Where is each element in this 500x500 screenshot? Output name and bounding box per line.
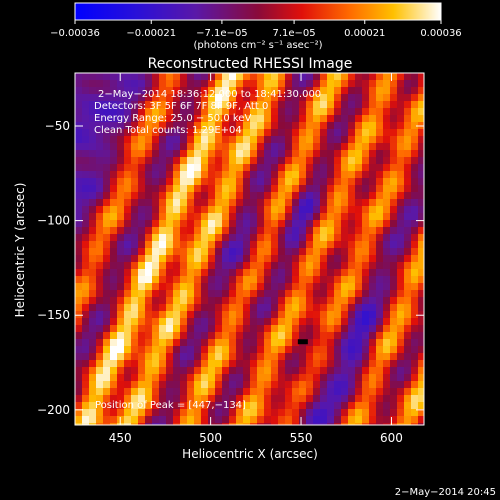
colorbar-tick-label-2: −7.1e−05 [196,28,248,39]
annotation-line-1: Detectors: 3F 5F 6F 7F 8F 9F, Att 0 [94,101,268,112]
plot-frame [74,72,425,426]
heatmap-image [75,73,424,425]
x-tick-label-0: 450 [109,431,132,445]
colorbar-tick-label-4: 0.00021 [344,28,385,39]
colorbar-units-label: (photons cm⁻² s⁻¹ asec⁻²) [193,40,322,51]
x-tick-label-1: 500 [199,431,222,445]
peak-position-label: Position of Peak = [447,−134] [95,400,246,411]
annotation-line-2: Energy Range: 25.0 − 50.0 keV [94,113,251,124]
min-marker [297,339,308,345]
axis-ticks: 450 500 550 600 −50 −100 −150 −200 [37,73,424,445]
colorbar-tick-label-0: −0.00036 [50,28,100,39]
colorbar [74,2,442,21]
x-tick-label-2: 550 [290,431,313,445]
y-tick-label-0: −50 [45,119,70,133]
annotation-line-0: 2−May−2014 18:36:12.000 to 18:41:30.000 [98,89,321,100]
x-tick-label-3: 600 [380,431,403,445]
y-tick-label-2: −150 [37,308,70,322]
y-axis-label: Heliocentric Y (arcsec) [13,183,27,318]
chart-title: Reconstructed RHESSI Image [148,56,353,72]
y-tick-label-3: −200 [37,403,70,417]
footer-date: 2−May−2014 20:45 [395,487,496,498]
x-axis-label: Heliocentric X (arcsec) [182,447,318,461]
y-tick-label-1: −100 [37,214,70,228]
colorbar-tick-label-3: 7.1e−05 [273,28,316,39]
colorbar-tick-label-5: 0.00036 [420,28,461,39]
annotation-block: 2−May−2014 18:36:12.000 to 18:41:30.000D… [94,89,321,136]
colorbar-ticks: −0.00036 −0.00021 −7.1e−05 7.1e−05 0.00021 0.… [50,20,462,39]
colorbar-tick-label-1: −0.00021 [126,28,176,39]
annotation-line-3: Clean Total counts: 1.29E+04 [94,125,242,136]
